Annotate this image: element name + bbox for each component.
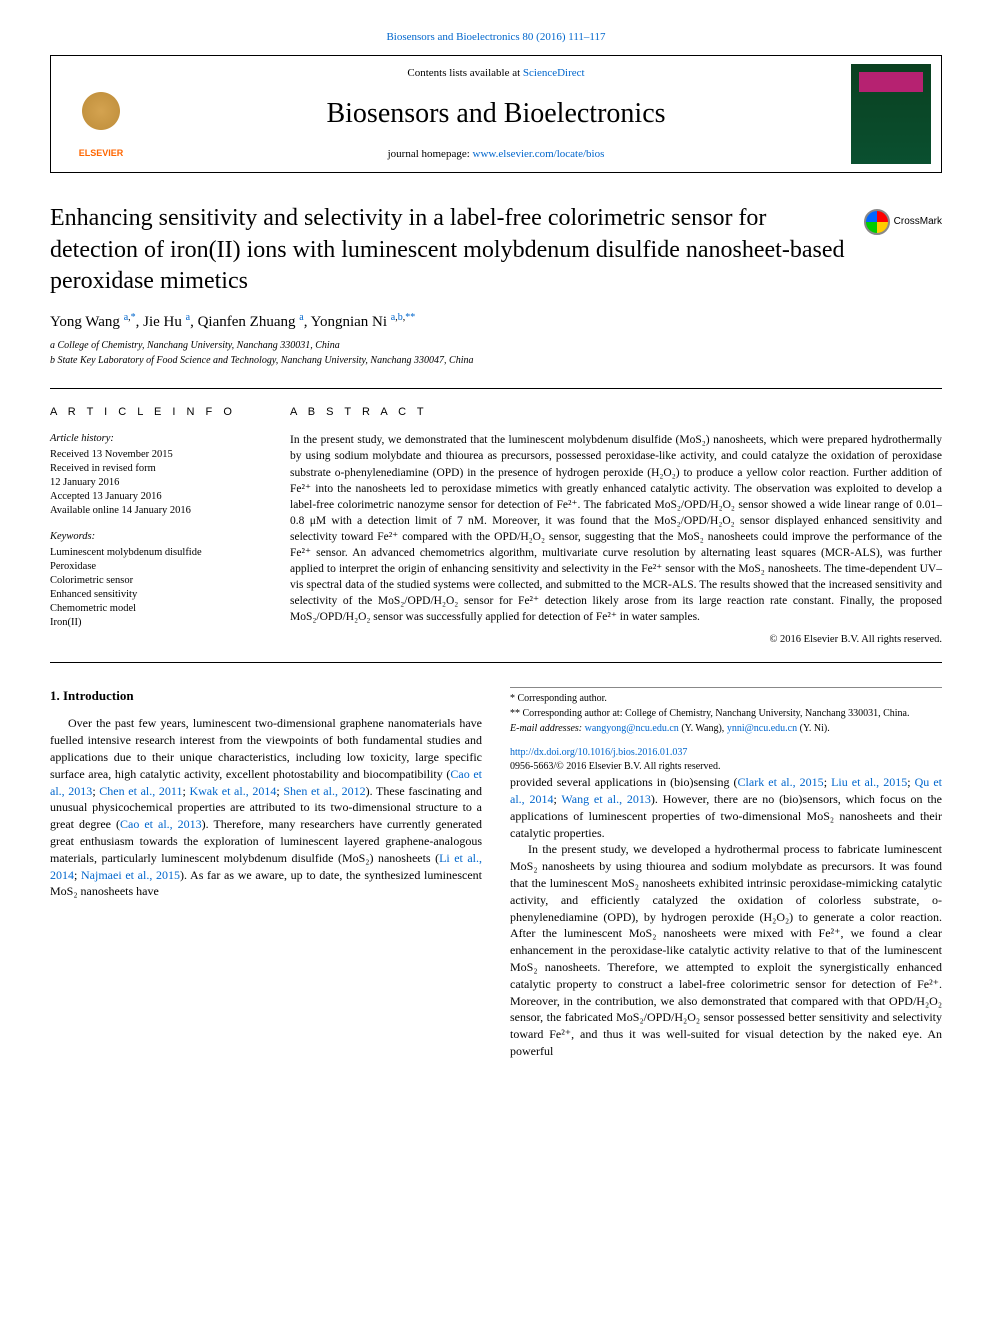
abstract-heading: A B S T R A C T [290, 405, 942, 420]
publisher-logo-cell: ELSEVIER [51, 56, 151, 172]
affiliation-b: b State Key Laboratory of Food Science a… [50, 354, 942, 368]
citation-header: Biosensors and Bioelectronics 80 (2016) … [50, 30, 942, 45]
homepage-line: journal homepage: www.elsevier.com/locat… [161, 147, 831, 162]
keywords-label: Keywords: [50, 530, 260, 544]
header-center: Contents lists available at ScienceDirec… [151, 56, 841, 172]
section-1-heading: 1. Introduction [50, 687, 482, 705]
abstract-copyright: © 2016 Elsevier B.V. All rights reserved… [290, 633, 942, 648]
corr-author-1: * Corresponding author. [510, 692, 942, 706]
journal-name: Biosensors and Bioelectronics [161, 94, 831, 133]
crossmark-badge[interactable]: CrossMark [864, 209, 942, 235]
keyword: Enhanced sensitivity [50, 588, 260, 602]
keyword: Iron(II) [50, 616, 260, 630]
history-line: Received 13 November 2015 [50, 448, 260, 462]
history-label: Article history: [50, 432, 260, 446]
contents-line: Contents lists available at ScienceDirec… [161, 66, 831, 81]
sciencedirect-link[interactable]: ScienceDirect [523, 67, 585, 79]
abstract: A B S T R A C T In the present study, we… [290, 405, 942, 648]
crossmark-icon [864, 209, 890, 235]
history-line: 12 January 2016 [50, 476, 260, 490]
doi-link[interactable]: http://dx.doi.org/10.1016/j.bios.2016.01… [510, 747, 687, 758]
article-title: Enhancing sensitivity and selectivity in… [50, 203, 849, 297]
history-line: Received in revised form [50, 462, 260, 476]
crossmark-label: CrossMark [894, 215, 942, 229]
journal-header: ELSEVIER Contents lists available at Sci… [50, 55, 942, 173]
intro-paragraph-1-cont: provided several applications in (bio)se… [510, 774, 942, 841]
article-info-heading: A R T I C L E I N F O [50, 405, 260, 420]
email-link-1[interactable]: wangyong@ncu.edu.cn [585, 723, 679, 734]
intro-paragraph-1: Over the past few years, luminescent two… [50, 715, 482, 900]
footnotes: * Corresponding author. ** Corresponding… [510, 687, 942, 774]
history-line: Accepted 13 January 2016 [50, 490, 260, 504]
keyword: Luminescent molybdenum disulfide [50, 546, 260, 560]
section-divider [50, 662, 942, 663]
elsevier-tree-icon [71, 87, 131, 147]
corr-author-2: ** Corresponding author at: College of C… [510, 707, 942, 721]
affiliations: a College of Chemistry, Nanchang Univers… [50, 339, 942, 368]
issn-line: 0956-5663/© 2016 Elsevier B.V. All right… [510, 760, 942, 774]
citation-link[interactable]: Biosensors and Bioelectronics 80 (2016) … [386, 31, 605, 43]
article-history: Article history: Received 13 November 20… [50, 432, 260, 518]
article-info: A R T I C L E I N F O Article history: R… [50, 405, 260, 648]
email-line: E-mail addresses: wangyong@ncu.edu.cn (Y… [510, 722, 942, 736]
keywords: Keywords: Luminescent molybdenum disulfi… [50, 530, 260, 630]
affiliation-a: a College of Chemistry, Nanchang Univers… [50, 339, 942, 353]
doi-line: http://dx.doi.org/10.1016/j.bios.2016.01… [510, 746, 942, 760]
homepage-link[interactable]: www.elsevier.com/locate/bios [473, 148, 605, 160]
abstract-text: In the present study, we demonstrated th… [290, 432, 942, 625]
elsevier-label: ELSEVIER [79, 147, 124, 160]
keyword: Colorimetric sensor [50, 574, 260, 588]
history-line: Available online 14 January 2016 [50, 504, 260, 518]
journal-cover-icon[interactable] [851, 64, 931, 164]
intro-paragraph-2: In the present study, we developed a hyd… [510, 841, 942, 1059]
keyword: Peroxidase [50, 560, 260, 574]
journal-cover-cell [841, 56, 941, 172]
body-text: 1. Introduction Over the past few years,… [50, 687, 942, 1065]
email-link-2[interactable]: ynni@ncu.edu.cn [727, 723, 797, 734]
keyword: Chemometric model [50, 602, 260, 616]
elsevier-logo[interactable]: ELSEVIER [61, 69, 141, 159]
authors-line: Yong Wang a,*, Jie Hu a, Qianfen Zhuang … [50, 311, 942, 333]
